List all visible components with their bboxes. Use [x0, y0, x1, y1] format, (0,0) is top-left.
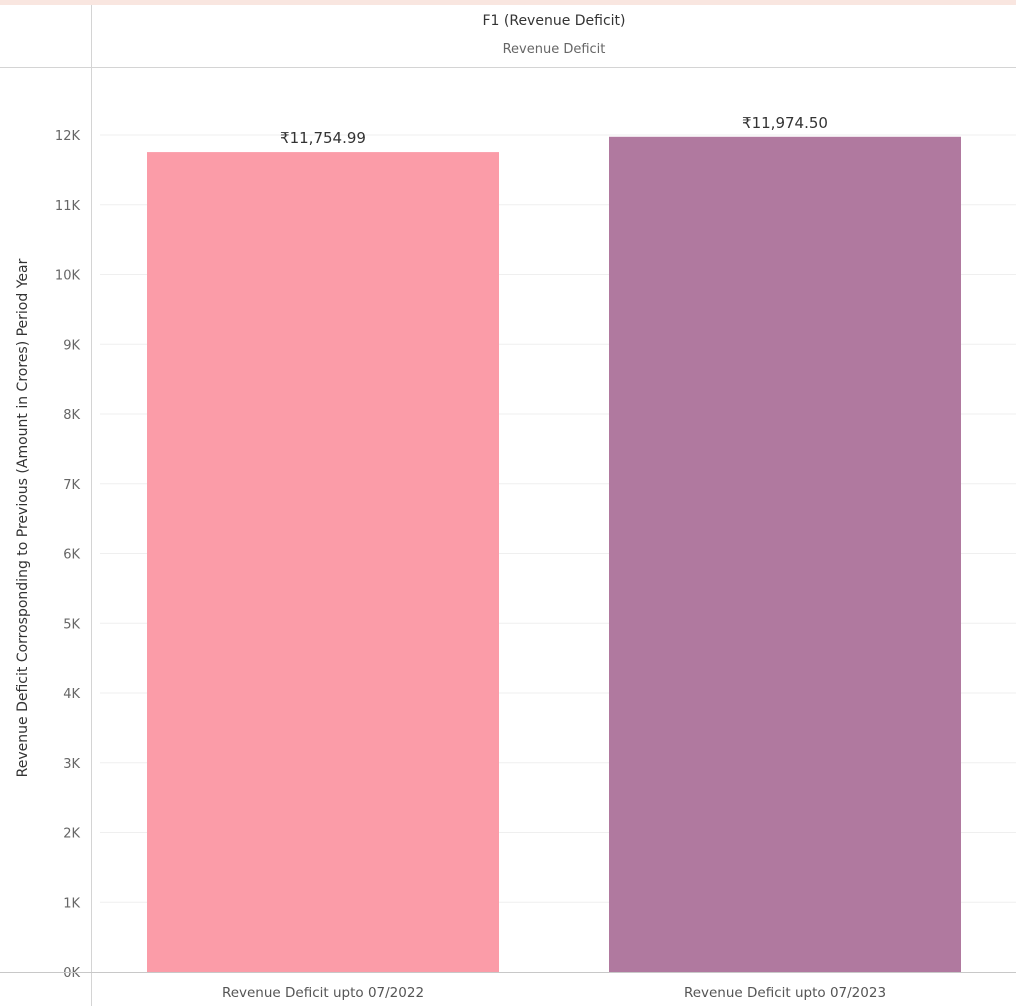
category-label: Revenue Deficit upto 07/2023: [684, 985, 886, 1001]
y-tick-label: 7K: [63, 478, 80, 493]
y-tick-label: 9K: [63, 338, 80, 353]
y-tick-label: 5K: [63, 617, 80, 632]
category-label: Revenue Deficit upto 07/2022: [222, 985, 424, 1001]
y-tick-label: 3K: [63, 757, 80, 772]
data-label: ₹11,754.99: [280, 129, 366, 147]
y-tick-label: 8K: [63, 408, 80, 423]
y-tick-label: 1K: [63, 896, 80, 911]
y-tick-label: 12K: [55, 129, 81, 144]
y-tick-label: 0K: [63, 966, 80, 981]
bars: [147, 136, 961, 972]
data-label: ₹11,974.50: [742, 114, 828, 132]
bar[interactable]: [147, 152, 499, 972]
y-axis-label: Revenue Deficit Corrosponding to Previou…: [15, 258, 31, 777]
bar[interactable]: [609, 136, 961, 972]
y-tick-label: 10K: [55, 269, 81, 284]
y-tick-label: 6K: [63, 548, 80, 563]
top-strip: [0, 0, 1016, 5]
y-tick-label: 4K: [63, 687, 80, 702]
chart-subtitle: Revenue Deficit: [502, 42, 606, 57]
data-labels: ₹11,754.99 ₹11,974.50: [280, 114, 828, 147]
y-tick-label: 11K: [55, 199, 81, 214]
chart-title: F1 (Revenue Deficit): [482, 13, 626, 29]
y-tick-labels: 0K 1K 2K 3K 4K 5K 6K 7K 8K 9K 10K 11K 12K: [55, 129, 81, 981]
chart-header: F1 (Revenue Deficit) Revenue Deficit: [0, 5, 1016, 67]
category-labels: Revenue Deficit upto 07/2022 Revenue Defi…: [222, 985, 886, 1001]
y-tick-label: 2K: [63, 827, 80, 842]
